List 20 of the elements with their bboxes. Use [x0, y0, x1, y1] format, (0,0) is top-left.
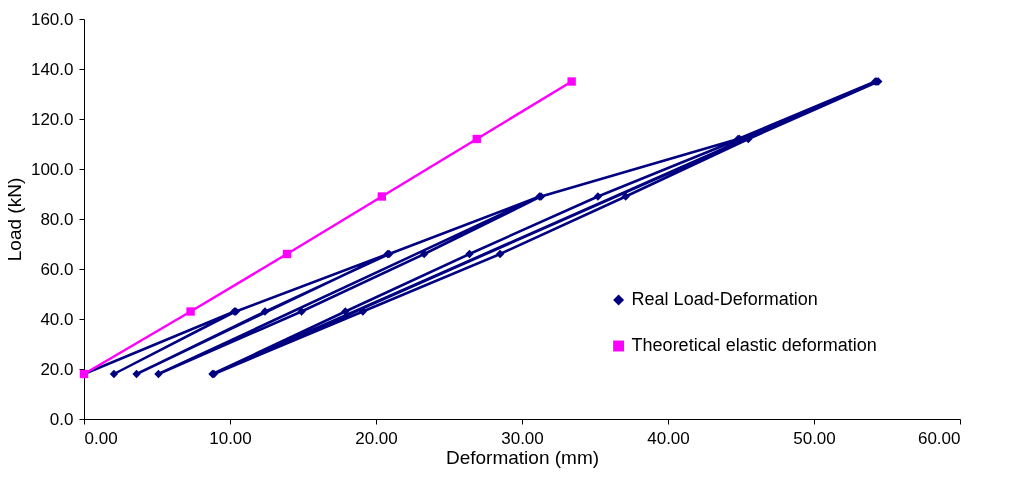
- y-tick-label: 80.0: [40, 209, 74, 229]
- y-tick-label: 40.0: [40, 309, 74, 329]
- x-tick-label: 50.00: [793, 428, 836, 448]
- y-tick-label: 100.0: [30, 159, 74, 179]
- y-tick-label: 160.0: [30, 9, 74, 29]
- y-axis-title: Load (kN): [3, 177, 25, 262]
- y-tick-label: 140.0: [30, 59, 74, 79]
- y-tick-label: 20.0: [40, 359, 74, 379]
- x-tick-label: 60.00: [917, 428, 961, 448]
- y-tick-label: 120.0: [30, 109, 74, 129]
- x-axis-title: Deformation (mm): [445, 446, 600, 468]
- x-tick-label: 40.00: [647, 428, 690, 448]
- legend-label: Theoretical elastic deformation: [631, 335, 877, 355]
- x-tick-label: 20.00: [355, 428, 398, 448]
- x-tick-label: 30.00: [501, 428, 544, 448]
- y-tick-label: 60.0: [40, 259, 74, 279]
- y-tick-label: 0.0: [49, 409, 74, 429]
- legend-label: Real Load-Deformation: [631, 289, 818, 309]
- x-tick-label: 10.00: [209, 428, 252, 448]
- x-tick-label: 0.00: [84, 428, 118, 448]
